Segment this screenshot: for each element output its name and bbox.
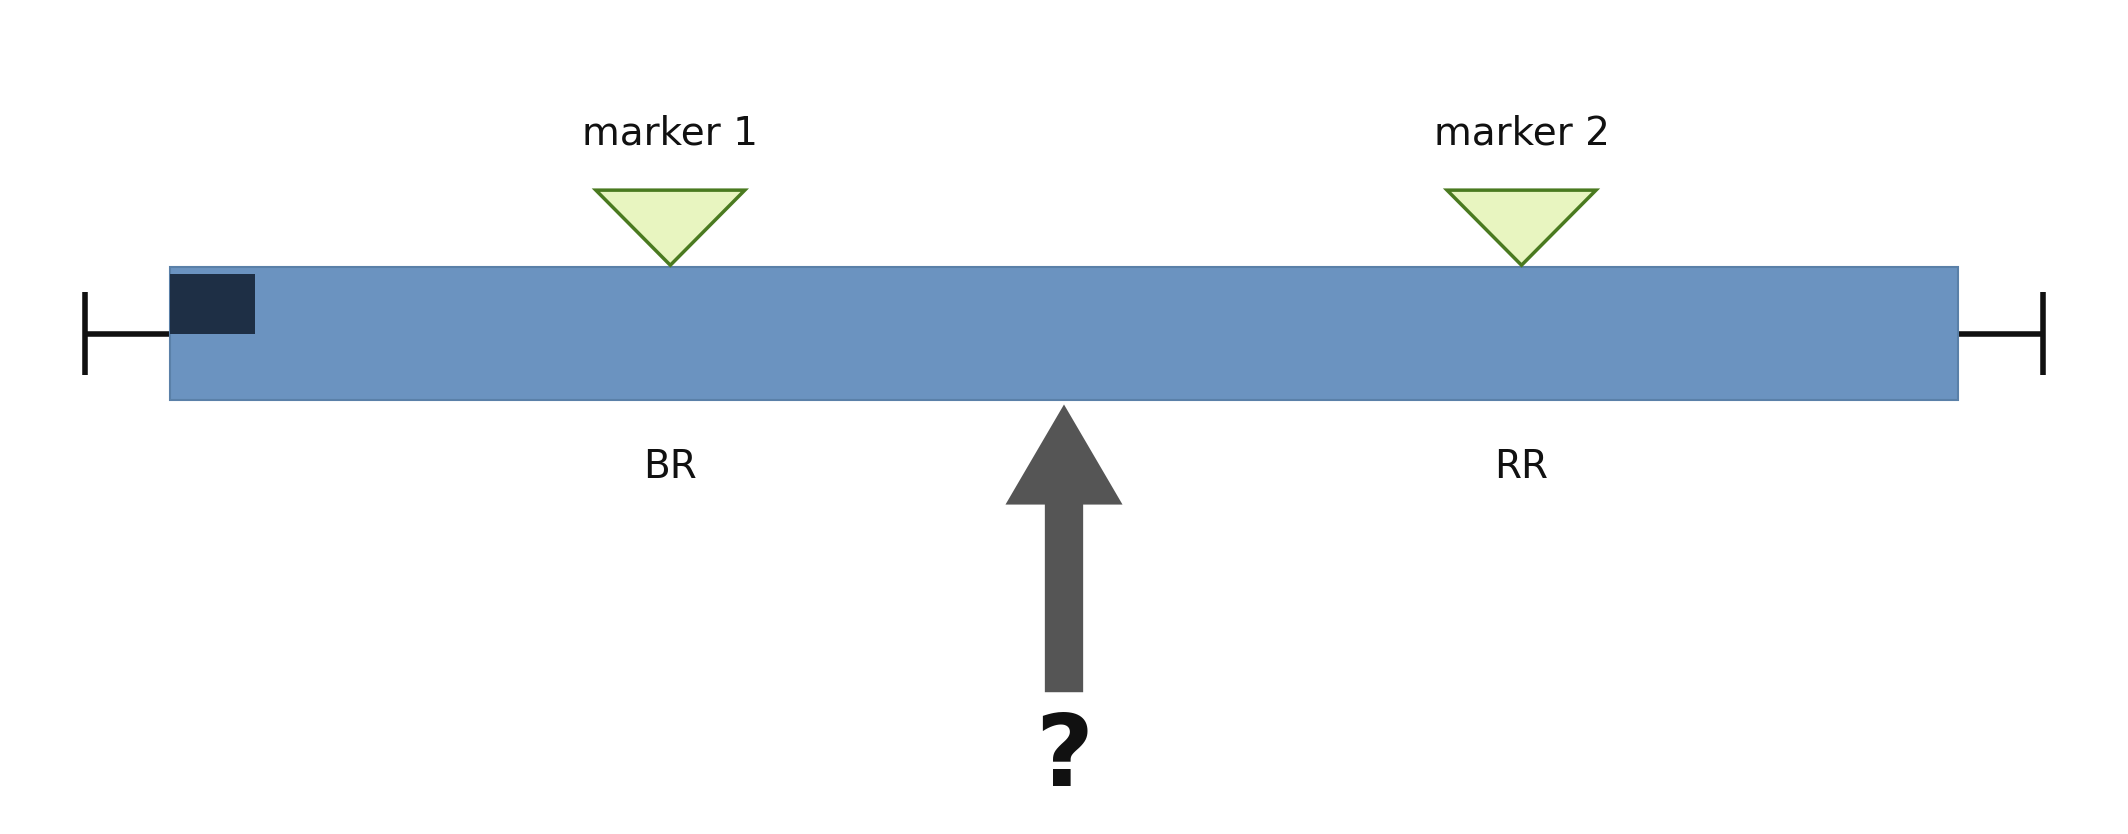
Text: BR: BR (643, 448, 698, 486)
Polygon shape (596, 190, 745, 265)
Text: marker 1: marker 1 (583, 114, 758, 153)
Text: ?: ? (1034, 711, 1094, 807)
Text: RR: RR (1494, 448, 1549, 486)
Text: marker 2: marker 2 (1434, 114, 1609, 153)
FancyArrow shape (1004, 404, 1124, 692)
Polygon shape (1447, 190, 1596, 265)
Bar (170, 267, 1958, 400)
Bar (170, 274, 255, 334)
